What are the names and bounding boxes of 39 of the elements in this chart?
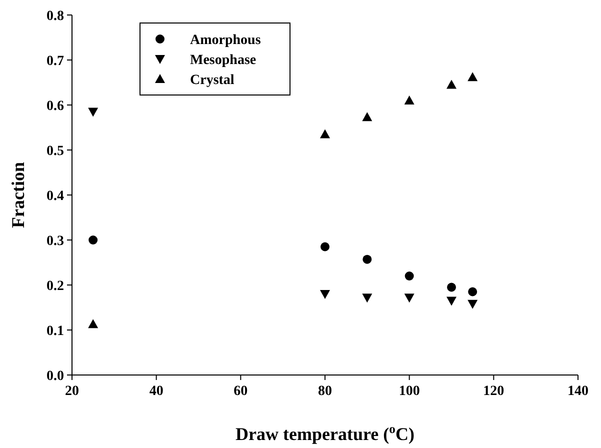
point — [404, 96, 414, 104]
x-tick-label: 140 — [568, 384, 588, 399]
y-tick-label: 0.6 — [46, 99, 64, 114]
y-tick-label: 0.1 — [46, 324, 64, 339]
x-tick-label: 20 — [65, 384, 79, 399]
y-axis-title: Fraction — [8, 162, 28, 228]
y-tick-label: 0.2 — [46, 279, 64, 294]
point — [468, 72, 478, 82]
point — [320, 129, 330, 138]
point — [362, 112, 372, 122]
point — [320, 242, 330, 252]
x-tick-label: 80 — [318, 384, 332, 399]
legend-label: Amorphous — [190, 33, 262, 48]
point — [88, 319, 98, 328]
point — [404, 294, 414, 303]
point — [447, 282, 456, 292]
legend-label: Mesophase — [190, 53, 256, 68]
x-tick-label: 120 — [483, 384, 504, 399]
y-tick-label: 0.4 — [46, 189, 64, 204]
y-tick-label: 0.0 — [46, 369, 64, 384]
x-tick-label: 40 — [149, 384, 164, 399]
x-tick-label: 100 — [398, 384, 420, 399]
point — [404, 272, 414, 280]
point — [468, 287, 478, 296]
point — [88, 236, 98, 244]
legend-label: Crystal — [190, 73, 234, 88]
point — [446, 296, 456, 306]
point — [362, 254, 372, 264]
point — [88, 108, 98, 117]
point — [468, 300, 478, 309]
point — [446, 80, 456, 89]
x-axis-title: Draw temperature ($^{o}$C) — [236, 422, 414, 444]
y-tick-label: 0.8 — [46, 9, 64, 24]
x-tick-label: 60 — [234, 384, 248, 399]
point — [320, 290, 330, 299]
y-tick-label: 0.3 — [46, 234, 64, 249]
point — [362, 294, 372, 303]
y-tick-label: 0.5 — [46, 144, 64, 159]
y-tick-label: 0.7 — [46, 54, 64, 69]
